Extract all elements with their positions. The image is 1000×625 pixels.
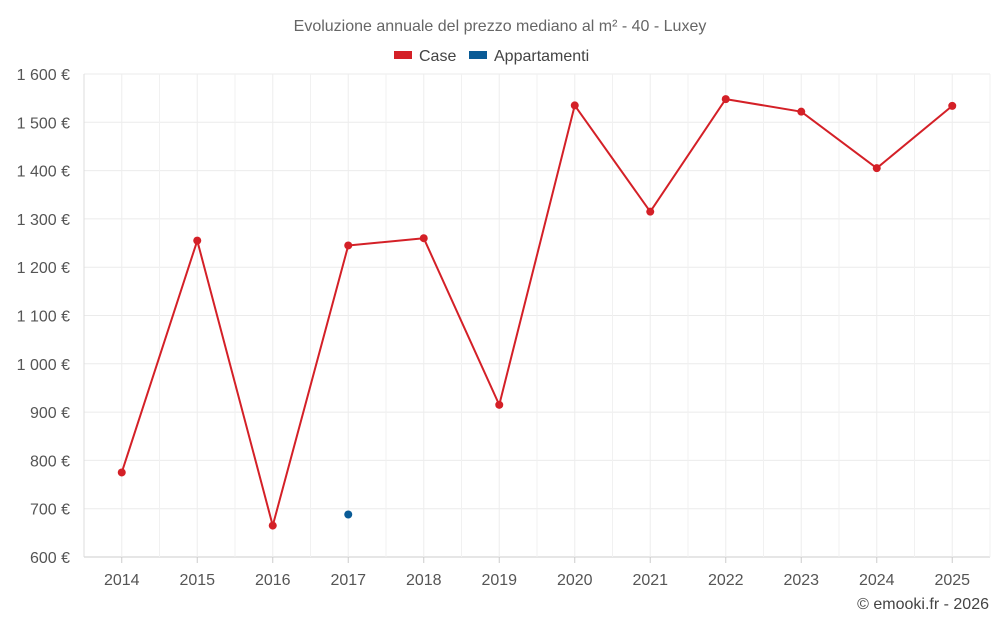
x-tick-label: 2018	[406, 572, 442, 589]
data-point-case-2024[interactable]	[872, 164, 881, 173]
y-tick-label: 1 300 €	[17, 212, 70, 229]
data-point-appartamenti-2017[interactable]	[344, 510, 353, 519]
credit-text: © emooki.fr - 2026	[857, 596, 989, 613]
data-point-case-2018[interactable]	[419, 234, 428, 243]
x-tick-label: 2015	[179, 572, 215, 589]
data-point-case-2022[interactable]	[721, 95, 730, 104]
data-point-case-2015[interactable]	[193, 236, 202, 245]
y-tick-label: 1 400 €	[17, 164, 70, 181]
x-tick-label: 2022	[708, 572, 744, 589]
y-tick-label: 900 €	[30, 405, 70, 422]
data-point-case-2020[interactable]	[570, 101, 579, 110]
legend-item-case[interactable]: Case	[394, 48, 456, 65]
data-point-case-2019[interactable]	[495, 400, 504, 409]
x-tick-label: 2023	[783, 572, 819, 589]
y-tick-label: 700 €	[30, 502, 70, 519]
legend-swatch-appartamenti	[469, 51, 487, 59]
data-point-case-2014[interactable]	[117, 468, 126, 477]
x-tick-label: 2020	[557, 572, 593, 589]
y-tick-label: 1 100 €	[17, 309, 70, 326]
legend[interactable]: Case Appartamenti	[394, 48, 589, 65]
legend-swatch-case	[394, 51, 412, 59]
y-axis: 600 € 700 € 800 € 900 € 1 000 € 1 100 € 1 200 …	[17, 67, 70, 567]
legend-item-appartamenti[interactable]: Appartamenti	[469, 48, 589, 65]
grid	[83, 73, 991, 558]
y-tick-label: 600 €	[30, 550, 70, 567]
y-tick-label: 1 600 €	[17, 67, 70, 84]
x-tick-label: 2021	[632, 572, 668, 589]
y-tick-label: 1 200 €	[17, 260, 70, 277]
x-tick-label: 2025	[934, 572, 970, 589]
data-point-case-2023[interactable]	[797, 107, 806, 116]
data-point-case-2016[interactable]	[268, 521, 277, 530]
x-tick-label: 2019	[481, 572, 517, 589]
data-point-case-2021[interactable]	[646, 207, 655, 216]
y-tick-label: 1 500 €	[17, 115, 70, 132]
series-layer	[117, 95, 957, 530]
x-tick-label: 2016	[255, 572, 291, 589]
data-point-case-2017[interactable]	[344, 241, 353, 250]
x-tick-label: 2017	[330, 572, 366, 589]
legend-label-appartamenti: Appartamenti	[494, 48, 589, 65]
series-line-case	[120, 98, 953, 527]
y-tick-label: 800 €	[30, 453, 70, 470]
chart-title: Evoluzione annuale del prezzo mediano al…	[294, 18, 707, 35]
legend-label-case: Case	[419, 48, 456, 65]
y-tick-label: 1 000 €	[17, 357, 70, 374]
x-tick-label: 2014	[104, 572, 140, 589]
data-point-case-2025[interactable]	[948, 101, 957, 110]
x-tick-label: 2024	[859, 572, 895, 589]
x-axis: 2014 2015 2016 2017 2018 2019 2020 2021 2022 2023…	[104, 557, 970, 589]
